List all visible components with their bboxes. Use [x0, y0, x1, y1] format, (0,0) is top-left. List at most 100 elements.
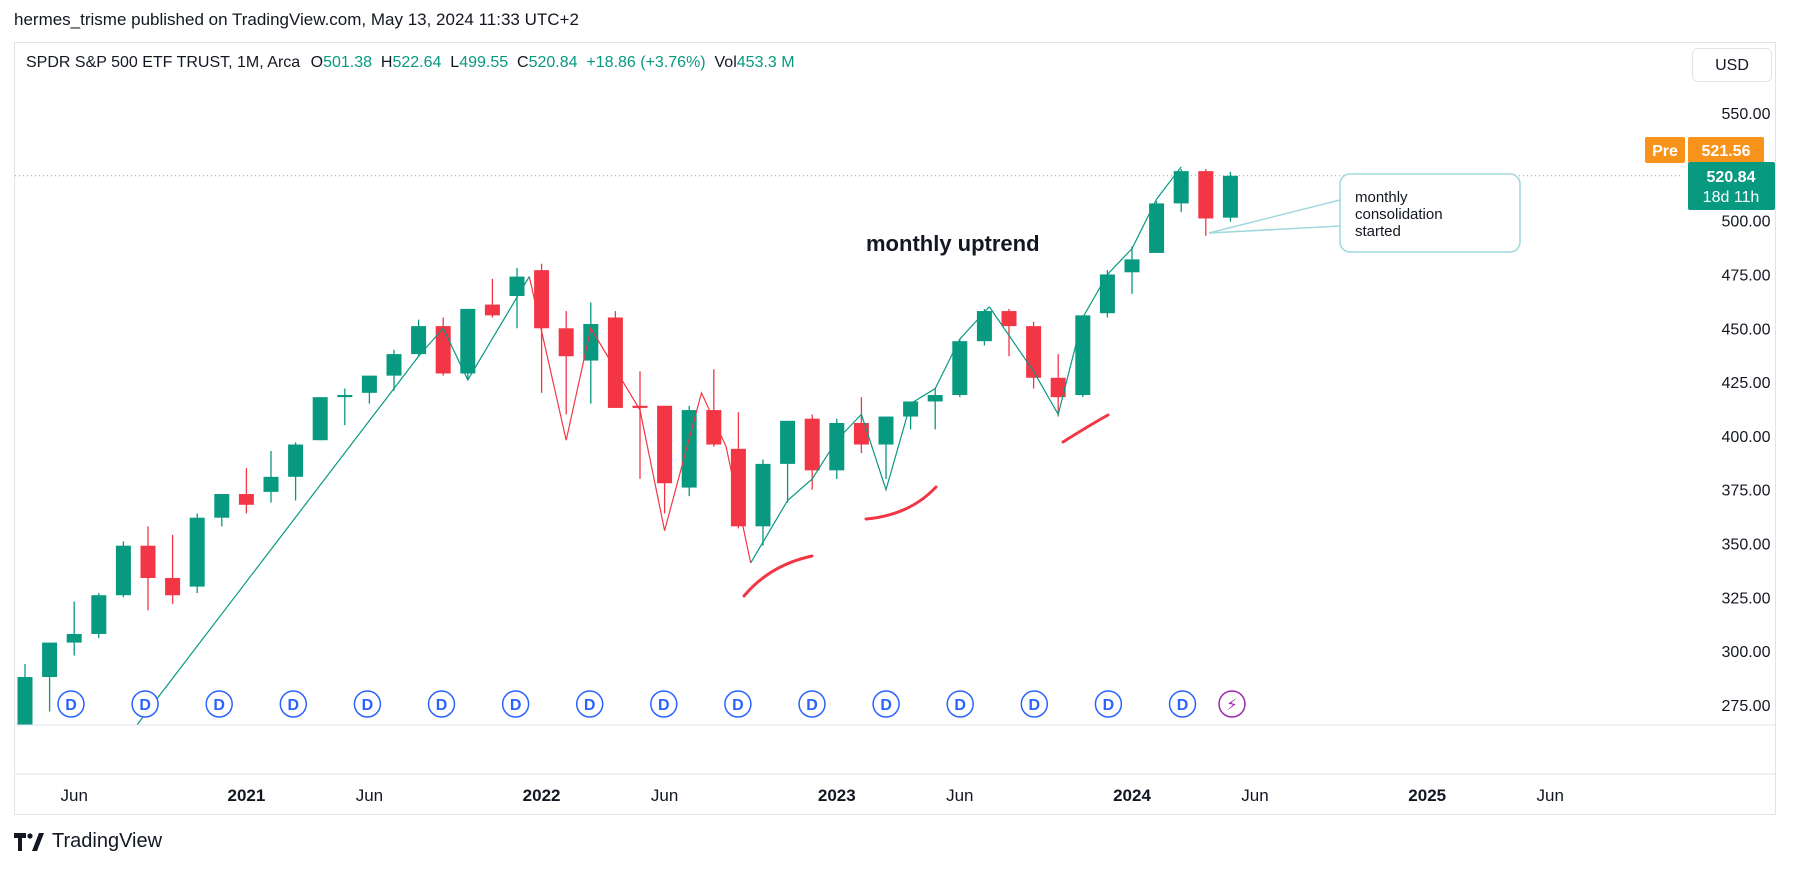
candle-body	[509, 276, 525, 296]
publisher-line: hermes_trisme published on TradingView.c…	[14, 10, 579, 29]
dividend-marker	[1020, 690, 1049, 718]
candle-body	[1050, 377, 1066, 398]
dividend-marker-label: D	[510, 697, 522, 714]
dividend-marker	[57, 690, 85, 718]
y-axis-tick-label: 450.00	[1722, 321, 1771, 338]
dividend-marker-label: D	[1177, 697, 1189, 714]
candle-body	[91, 595, 107, 634]
candle-body	[165, 577, 181, 596]
candle-body	[1149, 203, 1165, 253]
downtrend-line-2022	[528, 276, 752, 564]
y-axis-tick-label: 475.00	[1722, 267, 1771, 284]
pre-market-label: Pre	[1652, 143, 1678, 160]
last-price-value: 520.84	[1707, 169, 1756, 186]
currency-button[interactable]: USD	[1692, 48, 1772, 82]
footer-brand: TradingView	[14, 830, 162, 853]
dividend-marker	[575, 690, 604, 718]
y-axis-tick-label: 275.00	[1722, 698, 1771, 715]
candle-body	[312, 397, 328, 441]
candle-body	[115, 545, 131, 596]
y-axis-tick-label: 300.00	[1722, 644, 1771, 661]
candle-body	[730, 448, 746, 527]
candle-body	[952, 341, 968, 396]
candle-body	[927, 395, 943, 402]
candle-body	[263, 476, 279, 492]
dividend-marker-label: D	[954, 697, 966, 714]
candle-body	[386, 354, 402, 376]
candle-body	[853, 422, 869, 445]
x-axis-tick-label: 2025	[1408, 786, 1446, 805]
candle-body	[214, 494, 230, 518]
earnings-marker-icon: ⚡	[1226, 695, 1237, 714]
open-value: 501.38	[323, 54, 373, 71]
candle-body	[140, 545, 156, 578]
low-highlight-stroke-3	[1061, 413, 1110, 444]
candle-body	[878, 416, 894, 445]
candle-body	[1075, 315, 1091, 396]
candle-body	[288, 444, 304, 477]
chart-frame	[14, 42, 1776, 815]
annotation-monthly-uptrend: monthly uptrend	[866, 231, 1040, 256]
dividend-marker-label: D	[288, 697, 300, 714]
x-axis-tick-label: 2022	[523, 786, 561, 805]
open-label: O	[310, 54, 324, 71]
candle-body	[435, 326, 451, 374]
candle-body	[66, 633, 82, 643]
callout-text-line: consolidation	[1355, 206, 1443, 223]
tradingview-logo-icon	[14, 832, 44, 851]
high-value: 522.64	[392, 54, 442, 71]
candle-body	[1099, 274, 1115, 314]
candle-body	[17, 677, 33, 725]
dividend-marker-label: D	[436, 697, 448, 714]
symbol-name: SPDR S&P 500 ETF TRUST, 1M, Arca	[26, 54, 301, 71]
candle-body	[780, 420, 796, 464]
last-price-tag	[1688, 162, 1775, 210]
dividend-marker-label: D	[65, 697, 77, 714]
dividend-marker-label: D	[732, 697, 744, 714]
candle-body	[411, 326, 427, 355]
dividend-marker	[1168, 690, 1197, 718]
earnings-marker	[1218, 690, 1246, 718]
uptrend-line-2021	[418, 276, 530, 382]
x-axis-tick-label: 2024	[1113, 786, 1151, 805]
x-axis-tick-label: 2023	[818, 786, 856, 805]
candle-body	[607, 317, 623, 408]
dividend-marker	[501, 690, 530, 718]
x-axis-tick-label: Jun	[1536, 786, 1563, 805]
candle-body	[829, 422, 845, 471]
pre-market-price: 521.56	[1702, 143, 1751, 160]
candle-body	[706, 410, 722, 445]
uptrend-line-2023	[750, 306, 990, 564]
dividend-marker	[205, 690, 233, 718]
y-axis-tick-label: 400.00	[1722, 429, 1771, 446]
candle-body	[1026, 326, 1042, 378]
y-axis-tick-label: 550.00	[1722, 106, 1771, 123]
volume-value: 453.3 M	[736, 54, 795, 71]
uptrend-line-2020	[136, 355, 420, 725]
candle-body	[534, 270, 550, 329]
candle-body	[337, 395, 353, 398]
candle-body	[976, 311, 992, 342]
close-value: 520.84	[528, 54, 578, 71]
candle-body	[1222, 175, 1238, 218]
plot-area: monthly uptrend monthlyconsolidationstart…	[15, 166, 1683, 725]
dividend-marker-label: D	[658, 697, 670, 714]
dividend-marker-label: D	[139, 697, 151, 714]
candle-body	[558, 328, 574, 357]
candle-body	[238, 494, 254, 505]
candle-body	[1173, 171, 1189, 204]
dividend-marker-label: D	[584, 697, 596, 714]
candle-body	[583, 323, 599, 361]
symbol-legend: SPDR S&P 500 ETF TRUST, 1M, Arca O501.38…	[26, 54, 795, 72]
low-highlight-stroke-2	[864, 485, 938, 521]
dividend-marker-label: D	[806, 697, 818, 714]
dividend-marker	[131, 690, 159, 718]
y-axis-tick-label: 425.00	[1722, 375, 1771, 392]
x-axis-tick-label: Jun	[946, 786, 973, 805]
callout-pointer-line	[1208, 225, 1341, 234]
dividend-marker	[279, 690, 308, 718]
dividend-marker	[798, 690, 826, 718]
x-axis-tick-label: Jun	[651, 786, 678, 805]
dividend-marker	[724, 690, 752, 718]
